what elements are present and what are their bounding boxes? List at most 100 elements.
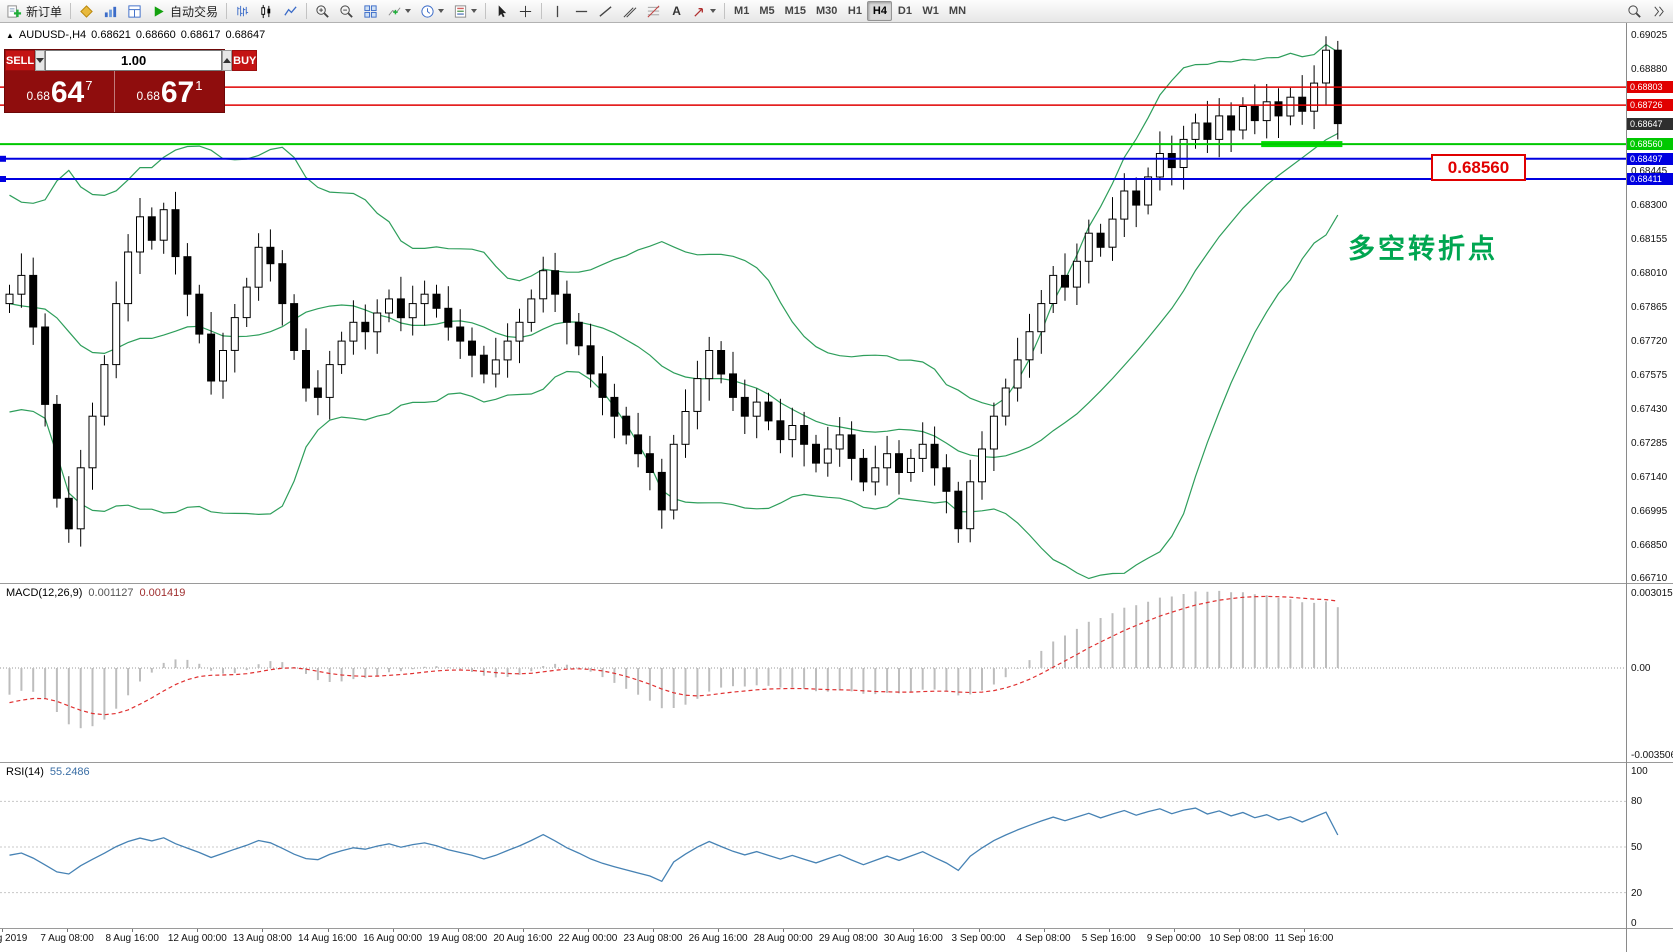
price-callout[interactable]: 0.68560 [1431,154,1526,181]
horizontal-line-icon [575,10,588,12]
timeframe-button-d1[interactable]: D1 [897,5,912,17]
new-order-button[interactable]: 新订单 [3,1,66,21]
favorites-button[interactable] [75,1,98,21]
trendline-tool-button[interactable] [594,1,617,21]
time-axis-label: 23 Aug 08:00 [623,933,683,944]
line-chart-button[interactable] [279,1,302,21]
volume-input[interactable] [45,50,223,71]
rsi-axis-label: 100 [1631,766,1648,777]
market-watch-button[interactable] [99,1,122,21]
candlestick-chart-button[interactable] [255,1,278,21]
time-axis-label: 13 Aug 08:00 [232,933,292,944]
auto-trading-button[interactable]: 自动交易 [147,1,222,21]
time-tick [327,929,329,932]
sell-price-display[interactable]: 0.68 64 7 [5,71,115,112]
timeframe-button-mn[interactable]: MN [948,5,967,17]
bar-chart-button[interactable] [231,1,254,21]
buy-button[interactable]: BUY [232,50,258,71]
toolbar-overflow-button[interactable] [1647,1,1670,21]
price-axis-label: 0.68155 [1631,234,1668,246]
macd-panel: MACD(12,26,9) 0.001127 0.001419 [0,584,1673,762]
cursor-button[interactable] [490,1,513,21]
timeframe-button-h1[interactable]: H1 [847,5,862,17]
price-axis-label: 0.68880 [1631,64,1668,75]
panel-divider[interactable] [0,583,1673,584]
vertical-line-tool-button[interactable] [546,1,569,21]
rsi-axis-label: 0 [1631,918,1637,929]
time-tick [718,929,720,932]
zoom-out-button[interactable] [335,1,358,21]
price-chart[interactable] [0,23,1673,583]
template-icon [454,4,467,18]
price-axis-label: 0.68300 [1631,200,1668,212]
sell-button[interactable]: SELL [5,50,36,71]
templates-button[interactable] [449,1,481,21]
cursor-icon [498,4,507,17]
chart-symbol: AUDUSD-,H4 [18,29,87,41]
timeframe-button-w1[interactable]: W1 [922,5,939,17]
sell-price-prefix: 0.68 [26,89,50,103]
macd-label: MACD(12,26,9) 0.001127 0.001419 [6,587,185,599]
chart-annotation[interactable]: 多空转折点 [1348,234,1498,264]
macd-signal-value: 0.001419 [139,587,186,599]
volume-down-button[interactable] [35,50,46,71]
price-axis-tag-blue: 0.68411 [1627,173,1673,186]
fibonacci-tool-button[interactable] [642,1,665,21]
time-tick [262,929,264,932]
indicators-icon [388,6,401,16]
time-axis-label: 20 Aug 16:00 [493,933,553,944]
time-tick [1173,929,1175,932]
price-axis-tag-current: 0.68647 [1627,117,1673,130]
buy-price-display[interactable]: 0.68 67 1 [115,71,224,112]
tile-windows-button[interactable] [359,1,382,21]
timeframe-button-m5[interactable]: M5 [759,5,775,17]
text-tool-button[interactable]: A [666,1,687,21]
sell-price-big: 64 [50,76,85,109]
rsi-chart[interactable] [0,763,1673,928]
timeframe-button-m15[interactable]: M15 [784,5,806,17]
time-axis-label: 26 Aug 16:00 [688,933,748,944]
horizontal-line-tool-button[interactable] [570,1,593,21]
indicators-button[interactable] [383,1,415,21]
time-axis-label: 12 Aug 00:00 [167,933,227,944]
time-axis-label: 19 Aug 08:00 [428,933,488,944]
panel-divider[interactable] [0,928,1673,929]
arrows-tool-button[interactable] [688,1,720,21]
fibonacci-icon [647,5,660,17]
timeframe-button-h4[interactable]: H4 [867,1,893,21]
search-button[interactable] [1623,1,1646,21]
macd-value: 0.001127 [88,587,134,599]
one-click-trading-widget: SELL BUY 0.68 64 7 0.68 67 1 [4,49,258,113]
volume-up-button[interactable] [222,50,233,71]
time-tick [132,929,134,932]
price-axis-label: 0.67430 [1631,404,1668,416]
macd-chart[interactable] [0,584,1673,762]
rsi-value: 55.2486 [49,766,90,778]
price-axis-label: 0.68445 [1631,166,1668,178]
timeframe-button-m30[interactable]: M30 [816,5,838,17]
channel-tool-button[interactable] [618,1,641,21]
chevron-down-icon [710,9,717,13]
direction-up-icon: ▲ [6,31,14,40]
periods-button[interactable] [416,1,448,21]
rsi-panel: RSI(14) 55.2486 [0,763,1673,928]
sell-price-sup: 7 [85,78,93,93]
macd-axis-label: -0.003506 [1631,750,1673,762]
time-axis[interactable]: 5 Aug 2019 7 Aug 08:00 8 Aug 16:00 12 Aug 0… [0,929,1673,952]
time-tick [1238,929,1240,932]
double-chevron-icon [1654,6,1664,16]
search-icon [1628,4,1641,18]
price-axis-label: 0.66710 [1631,573,1668,584]
chevron-down-icon [438,9,445,13]
channel-icon [623,6,637,17]
timeframe-button-m1[interactable]: M1 [734,5,750,17]
ohlc-high: 0.68660 [135,29,176,41]
panel-divider[interactable] [0,762,1673,763]
tile-windows-icon [364,4,377,18]
data-window-button[interactable] [123,1,146,21]
crosshair-button[interactable] [514,1,537,21]
new-order-icon [7,4,22,18]
zoom-in-button[interactable] [311,1,334,21]
time-tick [197,929,199,932]
